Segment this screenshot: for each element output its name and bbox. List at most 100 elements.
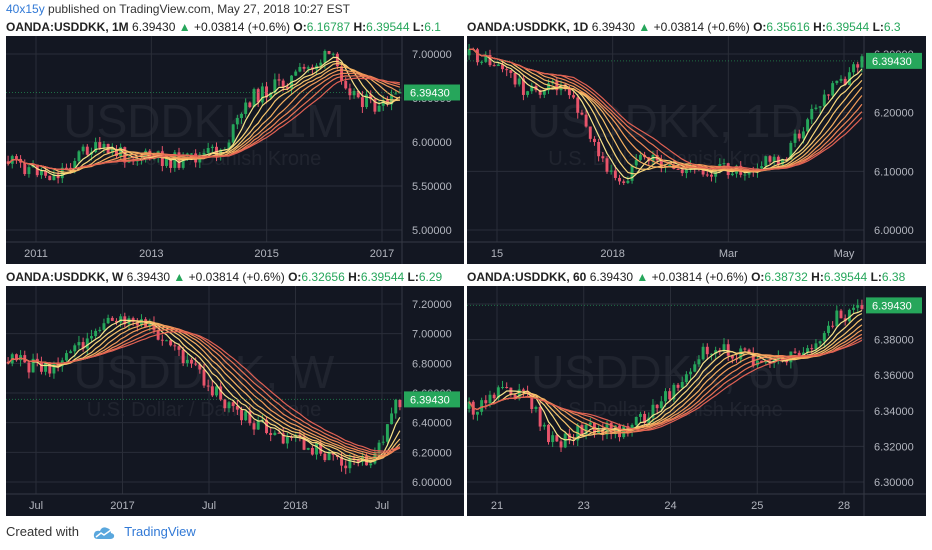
- candle-body: [739, 348, 743, 360]
- candle-body: [231, 402, 235, 406]
- candle-body: [526, 390, 530, 394]
- candle-body: [319, 62, 323, 66]
- high-value: 6.39544: [825, 20, 870, 34]
- candle-body: [555, 81, 559, 91]
- candle-body: [684, 169, 688, 174]
- candlestick-chart[interactable]: USDDKK, 1DU.S. Dollar / Danish Krone6.30…: [467, 36, 926, 264]
- candle-body: [269, 92, 273, 98]
- x-axis-tick: Mar: [719, 248, 738, 260]
- price-label: 6.39430: [126, 270, 171, 284]
- candle-body: [534, 406, 538, 410]
- candle-body: [248, 102, 252, 108]
- candle-body: [676, 384, 680, 388]
- candle-body: [119, 316, 123, 323]
- moving-average-line: [7, 330, 401, 452]
- candle-body: [390, 413, 394, 425]
- candle-body: [626, 180, 630, 183]
- symbol-label[interactable]: OANDA:USDDKK, 1D: [467, 20, 589, 34]
- candle-body: [676, 168, 680, 170]
- candle-body: [609, 170, 613, 172]
- candle-body: [689, 371, 693, 375]
- symbol-label[interactable]: OANDA:USDDKK, W: [6, 270, 124, 284]
- tradingview-link[interactable]: TradingView: [124, 524, 196, 539]
- candle-body: [530, 85, 534, 92]
- candle-body: [244, 411, 248, 421]
- candle-body: [81, 342, 85, 349]
- candle-body: [680, 382, 684, 388]
- y-axis-tick: 6.20000: [874, 108, 914, 120]
- candle-body: [373, 453, 377, 464]
- candle-body: [35, 165, 39, 176]
- price-label: 6.39430: [591, 20, 636, 34]
- x-axis-tick: Jul: [202, 500, 216, 512]
- candle-body: [847, 309, 851, 322]
- candle-body: [77, 342, 81, 346]
- candle-body: [643, 413, 647, 423]
- candle-body: [190, 359, 193, 364]
- chart-area[interactable]: USDDKK, 1DU.S. Dollar / Danish Krone6.30…: [467, 36, 926, 264]
- open-label: O:: [293, 20, 307, 34]
- moving-average-line: [7, 77, 400, 171]
- symbol-header: OANDA:USDDKK, W 6.39430 ▲ +0.03814 (+0.6…: [6, 268, 464, 286]
- candle-body: [273, 432, 277, 436]
- candle-body: [148, 322, 152, 327]
- candle-body: [352, 458, 356, 460]
- candle-body: [35, 358, 39, 362]
- candle-body: [839, 310, 843, 319]
- candle-body: [356, 90, 360, 98]
- candlestick-chart[interactable]: USDDKK, 60U.S. Dollar / Danish Krone6.40…: [467, 286, 926, 516]
- candle-body: [797, 352, 801, 357]
- symbol-label[interactable]: OANDA:USDDKK, 1M: [6, 20, 129, 34]
- candle-body: [302, 66, 306, 69]
- candle-body: [818, 106, 822, 108]
- high-label: H:: [813, 20, 826, 34]
- candle-body: [475, 49, 479, 63]
- y-axis-tick: 6.00000: [412, 477, 452, 489]
- candle-body: [726, 344, 730, 356]
- candle-body: [789, 142, 793, 160]
- candle-body: [385, 424, 389, 442]
- candle-body: [538, 90, 542, 95]
- candle-body: [194, 363, 198, 365]
- chart-area[interactable]: USDDKK, W U.S. Dollar / Danish Krone 7.200…: [6, 286, 464, 516]
- candle-body: [202, 369, 206, 386]
- candle-body: [235, 405, 239, 410]
- candlestick-chart[interactable]: USDDKK, 1MU.S. Dollar / Danish Krone7.00…: [6, 36, 464, 264]
- candle-body: [693, 364, 697, 372]
- candle-body: [860, 305, 864, 309]
- candle-body: [348, 458, 352, 469]
- candle-body: [764, 360, 768, 363]
- candlestick-chart[interactable]: USDDKK, WU.S. Dollar / Danish Krone7.200…: [6, 286, 464, 516]
- high-value: 6.39544: [360, 270, 405, 284]
- candle-body: [319, 443, 323, 454]
- last-price-badge: [404, 391, 460, 408]
- last-price-badge-text: 6.39430: [410, 394, 450, 406]
- candle-body: [115, 320, 118, 323]
- candle-body: [843, 78, 847, 85]
- candle-body: [822, 333, 826, 342]
- candle-body: [630, 424, 634, 432]
- moving-average-line: [468, 339, 863, 432]
- candle-body: [530, 393, 534, 410]
- candle-body: [215, 386, 218, 396]
- candle-body: [659, 160, 663, 168]
- y-axis-tick: 5.50000: [412, 181, 452, 193]
- candle-body: [521, 78, 525, 95]
- author-link[interactable]: 40x15y: [6, 2, 45, 16]
- candle-body: [559, 441, 563, 448]
- x-axis-tick: 2018: [283, 500, 307, 512]
- candle-body: [156, 330, 160, 340]
- chart-area[interactable]: USDDKK, 1M U.S. Dollar / Danish Krone 7.00…: [6, 36, 464, 264]
- symbol-label[interactable]: OANDA:USDDKK, 60: [467, 270, 587, 284]
- candle-body: [480, 400, 484, 412]
- symbol-header: OANDA:USDDKK, 1M 6.39430 ▲ +0.03814 (+0.…: [6, 18, 464, 36]
- candle-body: [747, 171, 751, 175]
- open-value: 6.32656: [301, 270, 345, 284]
- candle-body: [651, 404, 655, 418]
- candle-body: [505, 387, 509, 389]
- publish-info: published on TradingView.com, May 27, 20…: [48, 2, 351, 16]
- candle-body: [119, 147, 123, 156]
- candle-body: [19, 355, 23, 361]
- chart-area[interactable]: USDDKK, 60U.S. Dollar / Danish Krone6.40…: [467, 286, 926, 516]
- candle-body: [634, 159, 638, 166]
